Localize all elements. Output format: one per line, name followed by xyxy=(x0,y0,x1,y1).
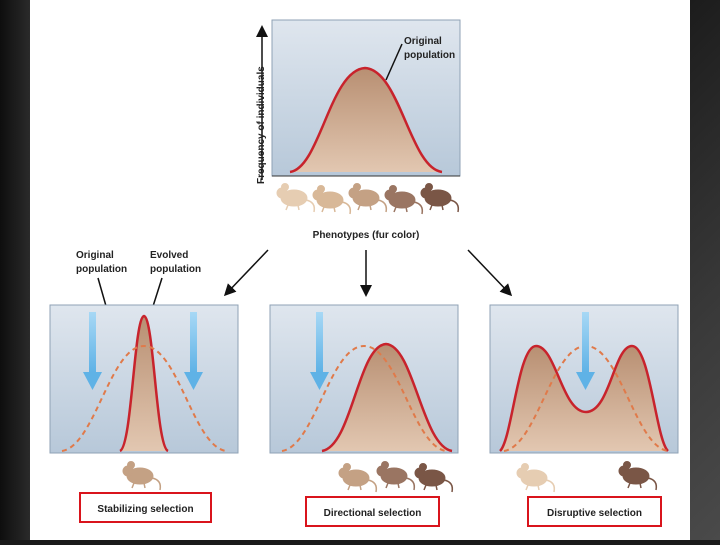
mouse-icon xyxy=(276,182,316,213)
evolved-population-label-line2: population xyxy=(150,264,201,275)
original-label-line1: Original xyxy=(404,36,442,47)
down-arrow-icon xyxy=(576,312,595,390)
stabilizing-panel: Stabilizing selection xyxy=(49,304,239,523)
directional-caption: Directional selection xyxy=(324,508,422,519)
directional-caption-box xyxy=(305,496,440,527)
selection-diagram: Frequency of individuals Original popula… xyxy=(49,19,679,527)
disruptive-evolved-fill xyxy=(500,346,668,451)
disruptive-panel: Disruptive selection xyxy=(489,304,679,527)
original-population-curve xyxy=(289,66,443,174)
original-label-line2: population xyxy=(404,50,455,61)
original-population-label-line1: Original xyxy=(76,250,114,261)
original-population-label-line2: population xyxy=(76,264,127,275)
disruptive-evolved-curve xyxy=(498,344,670,452)
mouse-icon xyxy=(420,182,460,213)
mouse-icon xyxy=(122,460,162,491)
mouse-icon xyxy=(618,460,658,491)
down-arrow-icon xyxy=(184,312,203,390)
stabilizing-caption: Stabilizing selection xyxy=(97,504,193,515)
directional-evolved-curve xyxy=(321,342,453,453)
x-axis-label: Phenotypes (fur color) xyxy=(313,230,420,241)
mouse-icon xyxy=(338,462,378,493)
mouse-icon xyxy=(414,462,454,493)
mouse-icon xyxy=(312,184,352,215)
slide-frame-right xyxy=(690,0,720,540)
stabilizing-original-curve xyxy=(61,344,227,452)
mouse-icon xyxy=(376,460,416,491)
mouse-icon xyxy=(348,182,388,213)
mouse-icon xyxy=(516,462,556,493)
original-pointer-line xyxy=(385,43,403,81)
top-panel: Frequency of individuals Original popula… xyxy=(256,19,461,241)
down-arrow-icon xyxy=(83,312,102,390)
phenotype-mice xyxy=(276,182,460,215)
stabilizing-evolved-fill xyxy=(120,316,168,451)
directional-original-curve xyxy=(281,344,447,452)
arrow-to-disruptive xyxy=(467,249,513,297)
slide-frame-left xyxy=(0,0,30,540)
evolved-population-label-line1: Evolved xyxy=(150,250,188,261)
disruptive-caption-box xyxy=(527,496,662,527)
slide: Frequency of individuals Original popula… xyxy=(30,0,690,540)
stabilizing-evolved-curve xyxy=(119,314,169,453)
mouse-icon xyxy=(384,184,424,215)
arrow-to-stabilizing xyxy=(223,249,269,297)
stabilizing-caption-box xyxy=(79,492,212,523)
down-arrow-icon xyxy=(310,312,329,390)
directional-panel: Directional selection xyxy=(269,304,459,527)
y-axis-label: Frequency of individuals xyxy=(256,66,267,184)
top-curve-fill xyxy=(290,68,442,172)
disruptive-caption: Disruptive selection xyxy=(547,508,642,519)
